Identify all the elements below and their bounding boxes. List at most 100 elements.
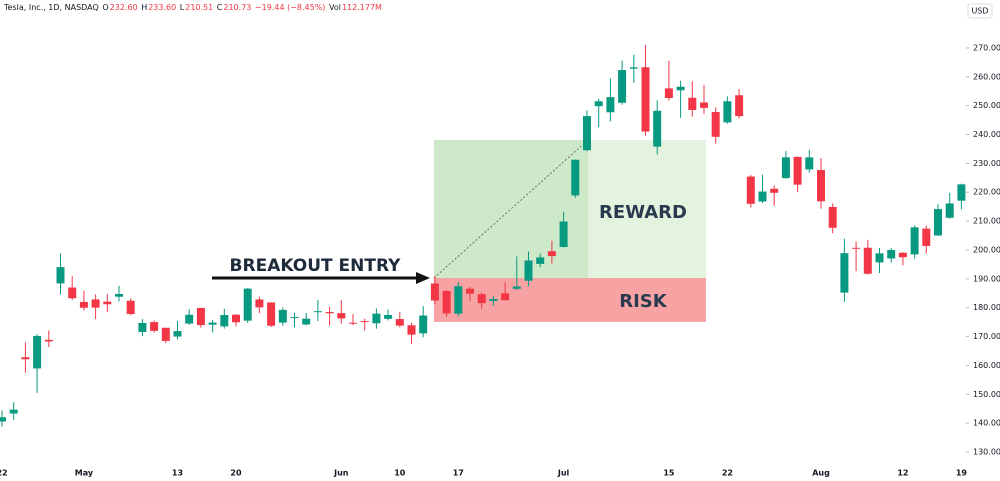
y-tick-label: 140.00 <box>973 419 1000 428</box>
candle-body <box>68 287 77 299</box>
y-tick-label: 260.00 <box>973 72 1000 81</box>
candle-body <box>267 302 276 326</box>
close-label: C <box>216 3 223 12</box>
candle-body <box>103 301 112 305</box>
candle-body <box>79 301 88 308</box>
candle-body <box>360 321 369 323</box>
candle-body <box>746 176 755 204</box>
candles <box>0 45 966 427</box>
low-label: L <box>179 3 185 12</box>
candle-body <box>21 357 30 360</box>
x-tick-label: May <box>75 469 94 478</box>
y-tick-label: 270.00 <box>973 43 1000 52</box>
candle-body <box>290 317 299 319</box>
candle-body <box>442 290 451 314</box>
candle-body <box>559 221 568 248</box>
y-tick-label: 230.00 <box>973 159 1000 168</box>
risk-label: RISK <box>619 291 668 312</box>
candle-body <box>138 322 147 332</box>
candle-body <box>700 102 708 108</box>
candle-body <box>781 157 790 179</box>
y-axis: 130.00 140.00 150.00 160.00 170.00 180.00 190.… <box>966 43 1000 457</box>
x-tick-label: 22 <box>0 469 8 478</box>
y-tick-label: 240.00 <box>973 130 1000 139</box>
symbol: Tesla, Inc., 1D, NASDAQ <box>4 3 99 12</box>
candle-body <box>395 319 404 326</box>
candle-body <box>278 309 287 323</box>
candle-body <box>641 67 650 132</box>
candle-body <box>840 253 849 293</box>
candle-body <box>910 227 919 255</box>
x-tick-label: 13 <box>172 469 183 478</box>
y-tick-label: 200.00 <box>973 245 1000 254</box>
reward-progress-zone <box>434 140 588 278</box>
candle-body <box>232 314 240 323</box>
candle-body <box>536 257 545 264</box>
candle-body <box>161 327 170 341</box>
currency-box <box>967 3 993 19</box>
candle-body <box>547 251 556 257</box>
candle-body <box>313 311 322 313</box>
candle-body <box>957 184 966 201</box>
candle-body <box>337 313 346 319</box>
candle-body <box>875 253 884 263</box>
candle-body <box>735 95 744 117</box>
candle-body <box>196 307 205 326</box>
candle-body <box>255 299 264 308</box>
y-tick-label: 130.00 <box>973 448 1000 457</box>
x-tick-label: Aug <box>812 469 830 478</box>
reward-label: REWARD <box>599 202 687 223</box>
candle-body <box>817 170 825 202</box>
y-tick-label: 170.00 <box>973 332 1000 341</box>
x-tick-label: 20 <box>230 469 242 478</box>
candle-body <box>618 70 627 103</box>
candle-body <box>922 228 931 246</box>
candle-body <box>115 293 123 297</box>
x-tick-label: 10 <box>394 469 406 478</box>
candle-body <box>349 322 357 324</box>
legend-header: Tesla, Inc., 1D, NASDAQ O232.60 H233.60 … <box>4 3 383 12</box>
candle-body <box>33 336 42 369</box>
trade-zones <box>433 139 706 322</box>
y-tick-label: 250.00 <box>973 101 1000 110</box>
candle-body <box>863 247 872 274</box>
candle-body <box>676 86 685 91</box>
candle-body <box>770 188 779 193</box>
x-tick-label: 15 <box>663 469 675 478</box>
candle-body <box>489 299 498 302</box>
entry-label: BREAKOUT ENTRY <box>230 256 402 276</box>
candle-body <box>372 313 381 324</box>
candle-body <box>934 209 942 236</box>
candle-body <box>407 325 416 335</box>
candle-body <box>828 207 837 228</box>
candle-body <box>56 267 65 284</box>
y-tick-label: 220.00 <box>973 188 1000 197</box>
candle-body <box>150 322 159 331</box>
candle-body <box>898 252 907 258</box>
y-tick-label: 160.00 <box>973 361 1000 370</box>
candle-body <box>302 318 311 325</box>
candle-body <box>9 409 18 414</box>
candle-body <box>887 249 896 259</box>
currency: USD <box>971 7 988 16</box>
candle-body <box>454 286 463 314</box>
x-tick-label: 19 <box>956 469 968 478</box>
x-tick-label: 22 <box>722 469 733 478</box>
open-label: O <box>102 3 109 12</box>
y-tick-label: 180.00 <box>973 303 1000 312</box>
candle-body <box>91 299 100 308</box>
candle-body <box>945 203 954 218</box>
candle-body <box>758 191 767 202</box>
change: −19.44 (−8.45%) <box>254 3 326 12</box>
candle-body <box>0 417 6 422</box>
candle-body <box>512 286 521 289</box>
candle-body <box>793 156 802 185</box>
candle-body <box>466 288 474 294</box>
candle-body <box>44 339 53 342</box>
low-value: 210.51 <box>185 3 214 12</box>
candle-body <box>501 293 510 301</box>
candle-body <box>805 157 814 170</box>
high-label: H <box>141 3 148 12</box>
